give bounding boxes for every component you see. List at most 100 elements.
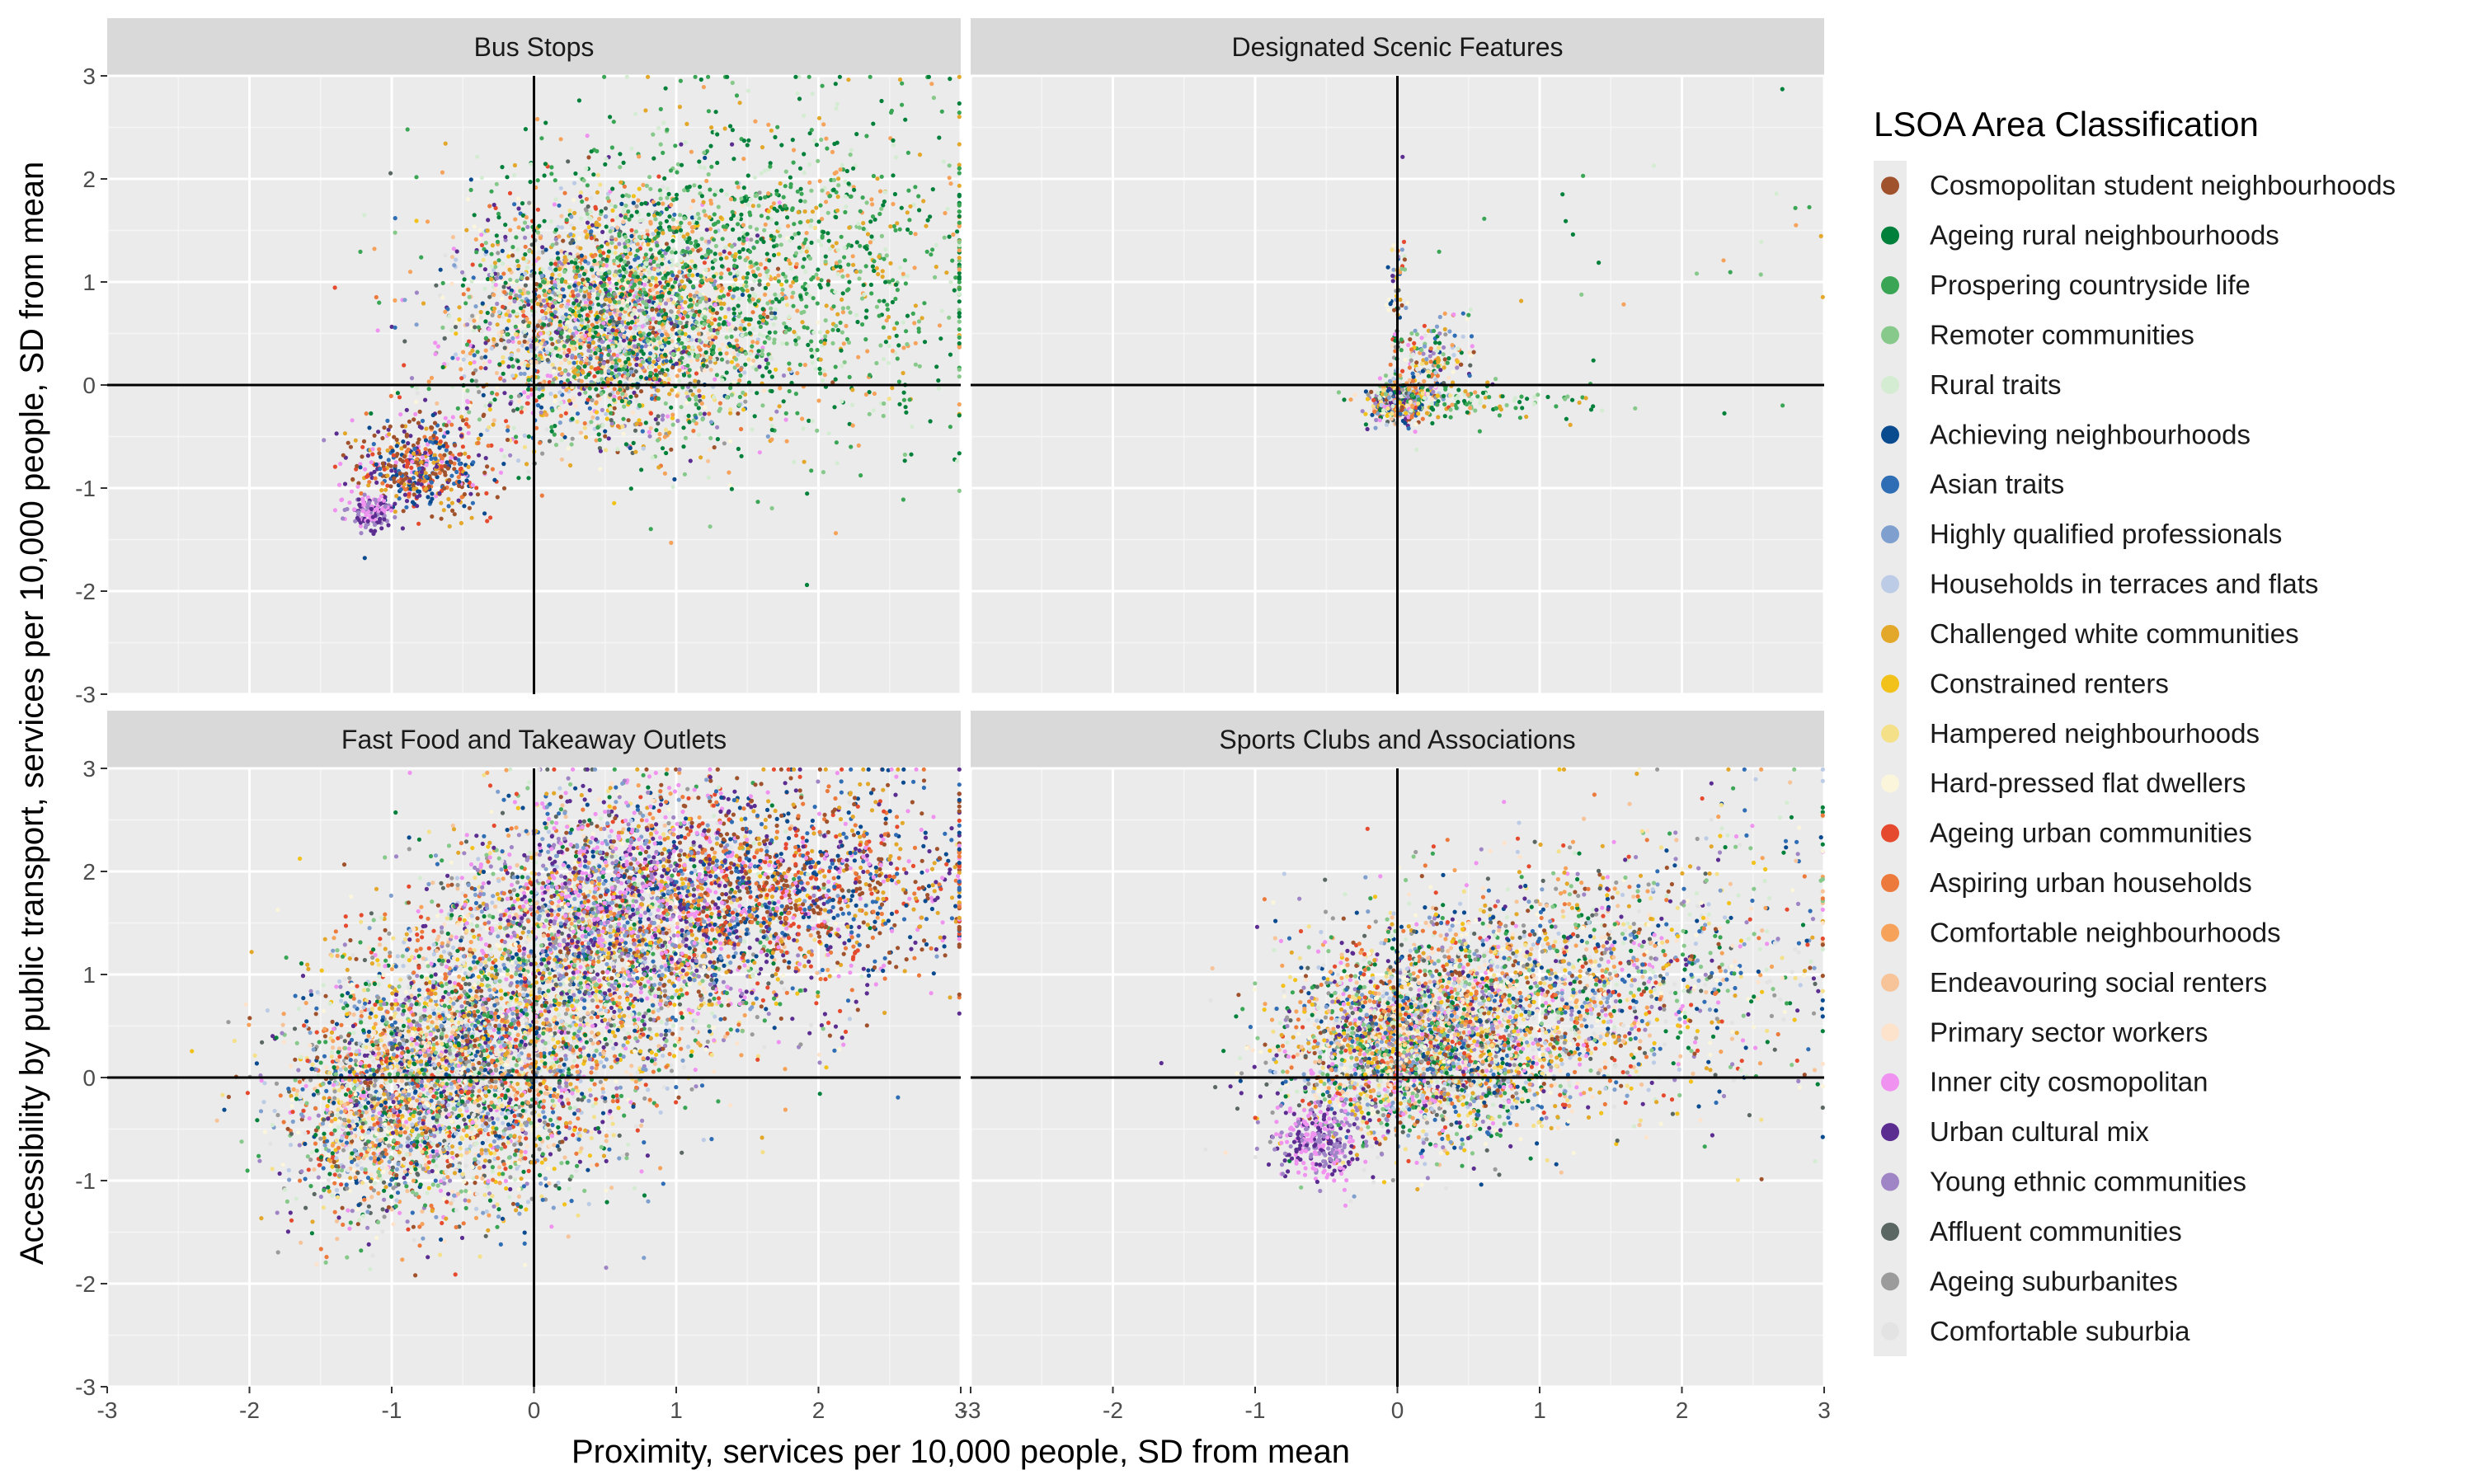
data-point: [369, 411, 373, 416]
data-point: [737, 297, 741, 301]
data-point: [893, 297, 897, 301]
data-point: [540, 309, 544, 313]
data-point: [512, 173, 516, 177]
data-point: [727, 307, 731, 311]
data-point: [341, 516, 345, 520]
data-point: [708, 336, 712, 340]
data-point: [609, 418, 614, 422]
data-point: [843, 246, 847, 250]
data-point: [730, 487, 734, 491]
data-point: [727, 267, 731, 271]
data-point: [583, 326, 587, 330]
data-point: [620, 399, 624, 403]
data-point: [697, 406, 701, 410]
data-point: [473, 213, 477, 217]
data-point: [536, 403, 540, 407]
data-point: [590, 149, 594, 153]
data-point: [717, 317, 722, 321]
data-point: [585, 235, 589, 239]
data-point: [585, 317, 589, 322]
data-point: [600, 310, 604, 314]
data-point: [918, 153, 922, 157]
data-point: [621, 220, 625, 224]
data-point: [483, 404, 487, 408]
data-point: [366, 519, 370, 524]
data-point: [393, 326, 397, 330]
data-point: [854, 313, 858, 317]
data-point: [780, 288, 784, 292]
data-point: [615, 261, 619, 265]
data-point: [703, 315, 707, 319]
data-point: [828, 247, 832, 251]
data-point: [524, 127, 528, 131]
data-point: [670, 365, 675, 369]
data-point: [554, 318, 558, 322]
data-point: [454, 321, 459, 325]
data-point: [703, 166, 707, 170]
data-point: [444, 448, 449, 452]
data-point: [579, 360, 583, 364]
data-point: [487, 425, 491, 430]
data-point: [702, 85, 706, 89]
data-point: [646, 75, 650, 79]
data-point: [483, 340, 487, 345]
data-point: [765, 315, 769, 319]
data-point: [769, 234, 774, 238]
data-point: [500, 165, 504, 169]
data-point: [666, 298, 670, 303]
data-point: [622, 207, 626, 211]
data-point: [557, 406, 562, 411]
data-point: [466, 288, 470, 292]
data-point: [523, 407, 527, 411]
data-point: [677, 305, 681, 309]
data-point: [641, 300, 645, 304]
data-point: [689, 303, 694, 308]
data-point: [783, 184, 788, 188]
data-point: [464, 354, 468, 358]
data-point: [750, 345, 754, 349]
data-point: [887, 361, 891, 365]
data-point: [634, 394, 638, 398]
data-point: [464, 422, 468, 426]
data-point: [814, 367, 818, 371]
data-point: [766, 282, 770, 286]
data-point: [598, 467, 602, 471]
data-point: [772, 201, 776, 205]
data-point: [524, 245, 528, 249]
data-point: [844, 324, 848, 328]
data-point: [417, 438, 421, 442]
data-point: [457, 453, 461, 457]
data-point: [736, 352, 741, 356]
data-point: [698, 339, 702, 343]
data-point: [536, 230, 540, 234]
data-point: [554, 443, 558, 447]
data-point: [639, 272, 643, 276]
data-point: [578, 195, 582, 199]
data-point: [703, 261, 707, 265]
data-point: [635, 295, 639, 299]
data-point: [858, 209, 863, 214]
data-point: [670, 258, 674, 262]
data-point: [685, 364, 689, 368]
data-point: [898, 265, 902, 270]
data-point: [623, 235, 628, 239]
data-point: [480, 355, 484, 359]
data-point: [408, 434, 412, 438]
data-point: [523, 445, 527, 449]
data-point: [479, 316, 483, 320]
data-point: [614, 282, 618, 286]
data-point: [637, 281, 642, 285]
data-point: [492, 203, 496, 207]
data-point: [388, 464, 393, 468]
data-point: [480, 329, 484, 333]
data-point: [490, 391, 494, 395]
data-point: [449, 328, 454, 332]
data-point: [900, 82, 904, 86]
data-point: [583, 421, 587, 425]
data-point: [957, 374, 962, 378]
data-point: [590, 236, 594, 240]
data-point: [404, 505, 408, 510]
data-point: [451, 415, 455, 419]
data-point: [838, 265, 842, 269]
facet-title: Bus Stops: [474, 32, 595, 62]
